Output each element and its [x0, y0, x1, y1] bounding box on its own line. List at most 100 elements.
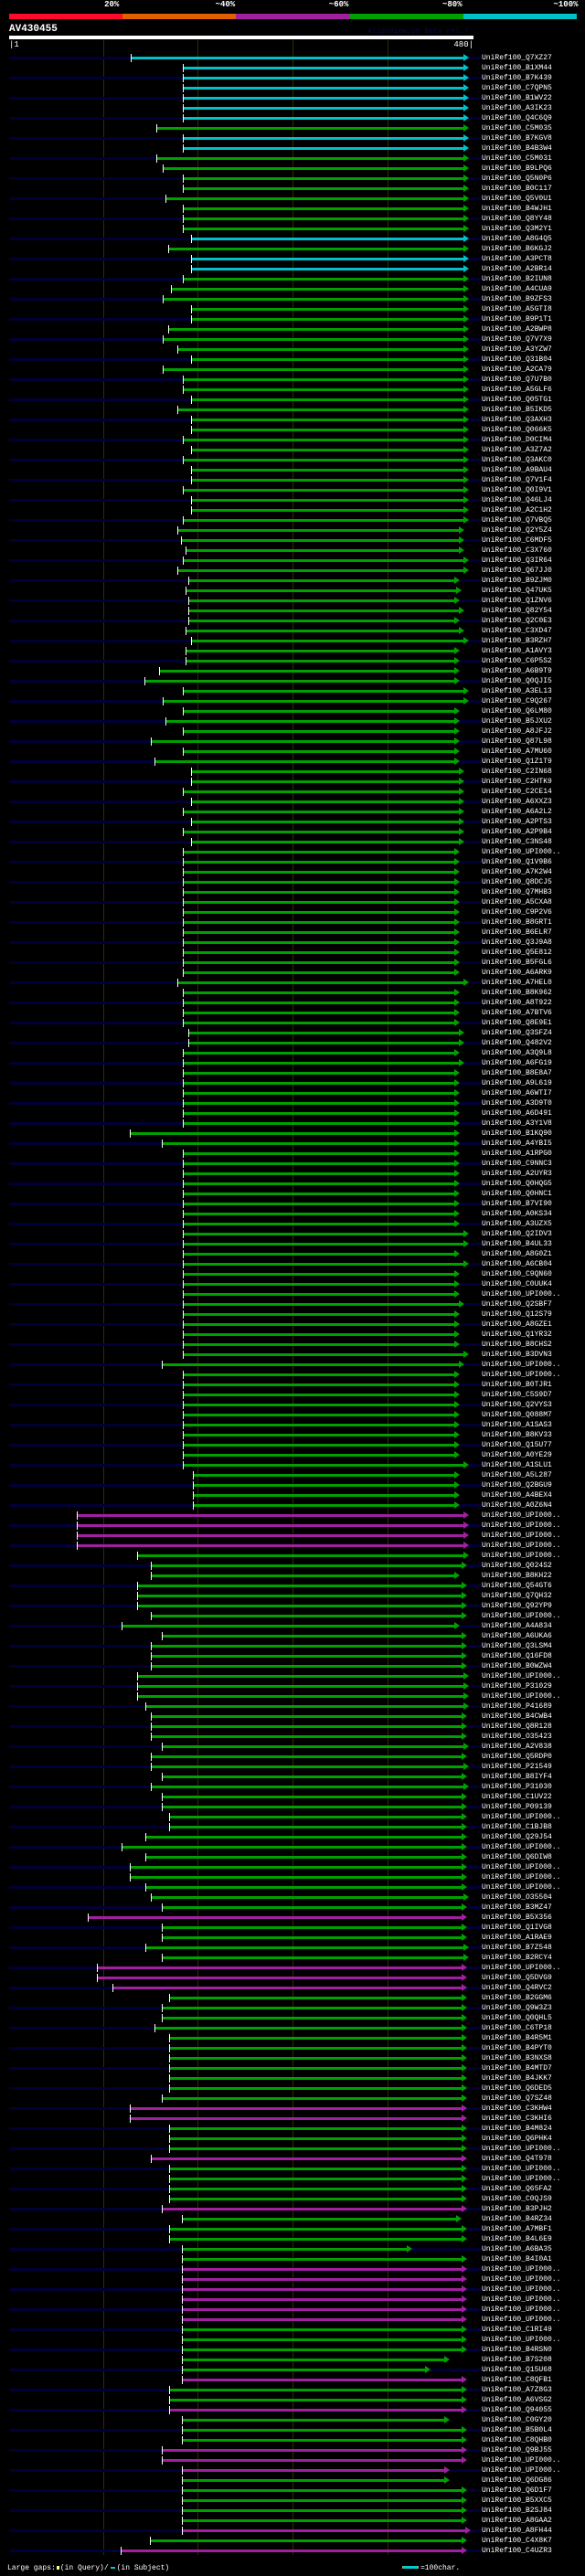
alignment-row[interactable]: UniRef100_A3IK23 [0, 103, 585, 113]
alignment-row[interactable]: UniRef100_C2IN68 [0, 767, 585, 777]
alignment-bar[interactable] [182, 378, 463, 381]
alignment-row[interactable]: UniRef100_A6XXZ3 [0, 797, 585, 807]
alignment-row[interactable]: UniRef100_A3YZW7 [0, 345, 585, 355]
subject-id-link[interactable]: UniRef100_A3YZW7 [482, 345, 552, 354]
alignment-bar[interactable] [162, 2097, 462, 2100]
alignment-row[interactable]: UniRef100_A1SLU1 [0, 1460, 585, 1470]
alignment-row[interactable]: UniRef100_Q1Z1T9 [0, 757, 585, 767]
alignment-bar[interactable] [182, 1012, 454, 1014]
alignment-row[interactable]: UniRef100_A6WTI7 [0, 1088, 585, 1098]
alignment-bar[interactable] [76, 1524, 463, 1527]
subject-id-link[interactable]: UniRef100_Q12S79 [482, 1310, 552, 1319]
alignment-row[interactable]: UniRef100_A8GZE1 [0, 1320, 585, 1330]
subject-id-link[interactable]: UniRef100_UPI000.. [482, 2285, 561, 2294]
alignment-bar[interactable] [182, 1233, 463, 1235]
alignment-row[interactable]: UniRef100_B7S208 [0, 2355, 585, 2365]
alignment-bar[interactable] [137, 1595, 462, 1597]
subject-id-link[interactable]: UniRef100_Q0QJI5 [482, 677, 552, 685]
subject-id-link[interactable]: UniRef100_B5IKD5 [482, 406, 552, 414]
alignment-bar[interactable] [181, 2258, 462, 2261]
subject-id-link[interactable]: UniRef100_A6A2L2 [482, 808, 552, 816]
subject-id-link[interactable]: UniRef100_Q47UK5 [482, 587, 552, 595]
alignment-row[interactable]: UniRef100_B7VI90 [0, 1199, 585, 1209]
subject-id-link[interactable]: UniRef100_A6VSG2 [482, 2396, 552, 2404]
alignment-bar[interactable] [191, 419, 463, 421]
alignment-bar[interactable] [181, 2439, 462, 2442]
subject-id-link[interactable]: UniRef100_C2CE14 [482, 788, 552, 796]
subject-id-link[interactable]: UniRef100_C8QHB0 [482, 2436, 552, 2444]
subject-id-link[interactable]: UniRef100_A7MBF1 [482, 2225, 552, 2233]
alignment-bar[interactable] [182, 1333, 454, 1336]
alignment-row[interactable]: UniRef100_A5L287 [0, 1470, 585, 1480]
subject-id-link[interactable]: UniRef100_A8T922 [482, 999, 552, 1007]
alignment-row[interactable]: UniRef100_Q87L98 [0, 737, 585, 747]
alignment-bar[interactable] [182, 941, 454, 944]
alignment-row[interactable]: UniRef100_Q6LM80 [0, 706, 585, 716]
alignment-bar[interactable] [162, 1936, 462, 1939]
alignment-bar[interactable] [182, 1112, 454, 1115]
alignment-row[interactable]: UniRef100_A4YBI5 [0, 1139, 585, 1149]
alignment-row[interactable]: UniRef100_P21549 [0, 1762, 585, 1772]
alignment-bar[interactable] [171, 288, 463, 291]
subject-id-link[interactable]: UniRef100_Q6PHK4 [482, 2135, 552, 2143]
alignment-row[interactable]: UniRef100_B7K439 [0, 73, 585, 83]
subject-id-link[interactable]: UniRef100_UPI000.. [482, 848, 561, 856]
alignment-row[interactable]: UniRef100_B3NXS8 [0, 2053, 585, 2063]
alignment-bar[interactable] [181, 2338, 462, 2341]
subject-id-link[interactable]: UniRef100_UPI000.. [482, 2336, 561, 2344]
alignment-bar[interactable] [145, 1886, 462, 1889]
subject-id-link[interactable]: UniRef100_B7KGV8 [482, 134, 552, 143]
alignment-row[interactable]: UniRef100_A3Z7A2 [0, 445, 585, 455]
alignment-bar[interactable] [182, 1464, 463, 1467]
subject-id-link[interactable]: UniRef100_B4I0A1 [482, 2255, 552, 2263]
alignment-bar[interactable] [182, 750, 454, 753]
alignment-row[interactable]: UniRef100_C6P5S2 [0, 656, 585, 666]
alignment-row[interactable]: UniRef100_A6BA35 [0, 2244, 585, 2254]
subject-id-link[interactable]: UniRef100_A7K2W4 [482, 868, 552, 876]
alignment-row[interactable]: UniRef100_UPI000.. [0, 2264, 585, 2274]
alignment-row[interactable]: UniRef100_A4BEX4 [0, 1490, 585, 1500]
subject-id-link[interactable]: UniRef100_B4M824 [482, 2125, 552, 2133]
subject-id-link[interactable]: UniRef100_UPI000.. [482, 2165, 561, 2173]
alignment-bar[interactable] [182, 137, 463, 140]
subject-id-link[interactable]: UniRef100_A1SLU1 [482, 1461, 552, 1469]
subject-id-link[interactable]: UniRef100_A8G0Z1 [482, 1250, 552, 1258]
alignment-row[interactable]: UniRef100_Q6DED5 [0, 2083, 585, 2094]
alignment-row[interactable]: UniRef100_Q46LJ4 [0, 495, 585, 505]
alignment-bar[interactable] [182, 1323, 454, 1326]
alignment-bar[interactable] [76, 1544, 463, 1547]
subject-id-link[interactable]: UniRef100_A0KS34 [482, 1210, 552, 1218]
alignment-row[interactable]: UniRef100_B1XM44 [0, 63, 585, 73]
subject-id-link[interactable]: UniRef100_Q3M2Y1 [482, 225, 552, 233]
alignment-row[interactable]: UniRef100_C9P2V6 [0, 907, 585, 917]
subject-id-link[interactable]: UniRef100_A4YBI5 [482, 1140, 552, 1148]
subject-id-link[interactable]: UniRef100_B4MTD7 [482, 2064, 552, 2072]
alignment-row[interactable]: UniRef100_A1RAE9 [0, 1933, 585, 1943]
alignment-bar[interactable] [137, 1685, 463, 1688]
alignment-bar[interactable] [145, 1705, 463, 1708]
alignment-bar[interactable] [191, 318, 463, 321]
subject-id-link[interactable]: UniRef100_Q29J54 [482, 1833, 552, 1841]
alignment-row[interactable]: UniRef100_A7BTV6 [0, 1008, 585, 1018]
subject-id-link[interactable]: UniRef100_C6P5S2 [482, 657, 552, 665]
subject-id-link[interactable]: UniRef100_A4A834 [482, 1622, 552, 1630]
subject-id-link[interactable]: UniRef100_A6FG19 [482, 1059, 552, 1067]
alignment-bar[interactable] [129, 2117, 462, 2120]
alignment-bar[interactable] [188, 610, 459, 612]
alignment-bar[interactable] [182, 891, 454, 894]
alignment-bar[interactable] [163, 167, 463, 170]
alignment-row[interactable]: UniRef100_A4CUA9 [0, 284, 585, 294]
subject-id-link[interactable]: UniRef100_Q5N0P6 [482, 175, 552, 183]
alignment-row[interactable]: UniRef100_A5GLF6 [0, 385, 585, 395]
alignment-row[interactable]: UniRef100_UPI000.. [0, 2144, 585, 2154]
subject-id-link[interactable]: UniRef100_B8CHS2 [482, 1341, 552, 1349]
alignment-row[interactable]: UniRef100_Q0HNC1 [0, 1189, 585, 1199]
alignment-row[interactable]: UniRef100_B8KV33 [0, 1430, 585, 1440]
alignment-bar[interactable] [182, 1253, 454, 1256]
alignment-bar[interactable] [182, 901, 454, 904]
alignment-bar[interactable] [188, 1042, 459, 1044]
subject-id-link[interactable]: UniRef100_B7VI90 [482, 1200, 552, 1208]
alignment-bar[interactable] [182, 1152, 454, 1155]
alignment-bar[interactable] [169, 2147, 462, 2150]
alignment-row[interactable]: UniRef100_C3X760 [0, 546, 585, 556]
